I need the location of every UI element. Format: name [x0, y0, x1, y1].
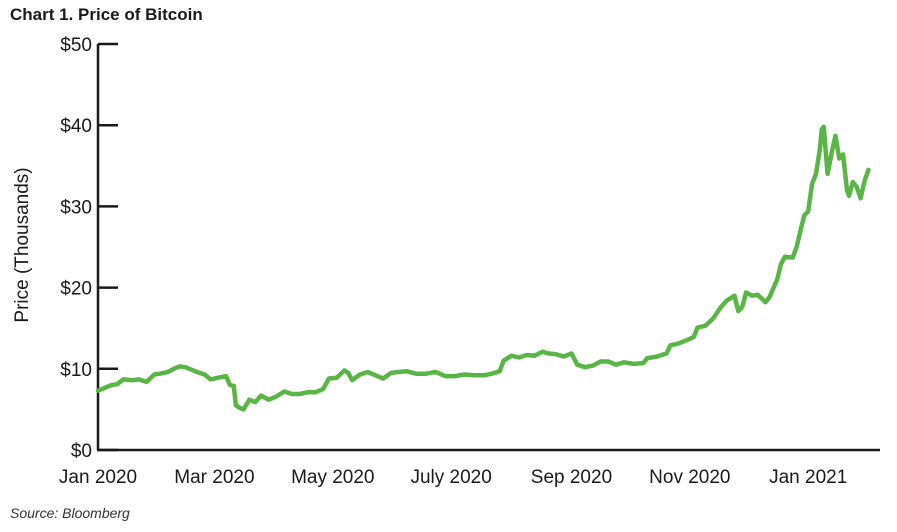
- y-axis-ticks: $0 $10 $20 $30 $40 $50: [60, 35, 118, 462]
- x-tick-label: Mar 2020: [174, 467, 254, 488]
- x-axis-ticks: Jan 2020 Mar 2020 May 2020 July 2020 Sep 202…: [59, 467, 847, 488]
- y-tick-label: $20: [60, 279, 92, 300]
- x-tick-label: July 2020: [410, 467, 491, 488]
- y-tick-label: $10: [60, 360, 92, 381]
- y-tick-label: $30: [60, 197, 92, 218]
- chart-title: Chart 1. Price of Bitcoin: [10, 5, 203, 24]
- y-tick-label: $40: [60, 116, 92, 137]
- y-axis-title: Price (Thousands): [12, 167, 33, 322]
- y-tick-label: $50: [60, 35, 92, 56]
- y-tick-label: $0: [71, 441, 92, 462]
- source-note: Source: Bloomberg: [10, 505, 130, 521]
- x-tick-label: Sep 2020: [531, 467, 612, 488]
- x-tick-label: Jan 2021: [769, 467, 847, 488]
- x-tick-label: Nov 2020: [649, 467, 730, 488]
- price-series-line: [95, 124, 871, 412]
- x-tick-label: Jan 2020: [59, 467, 137, 488]
- x-tick-label: May 2020: [291, 467, 374, 488]
